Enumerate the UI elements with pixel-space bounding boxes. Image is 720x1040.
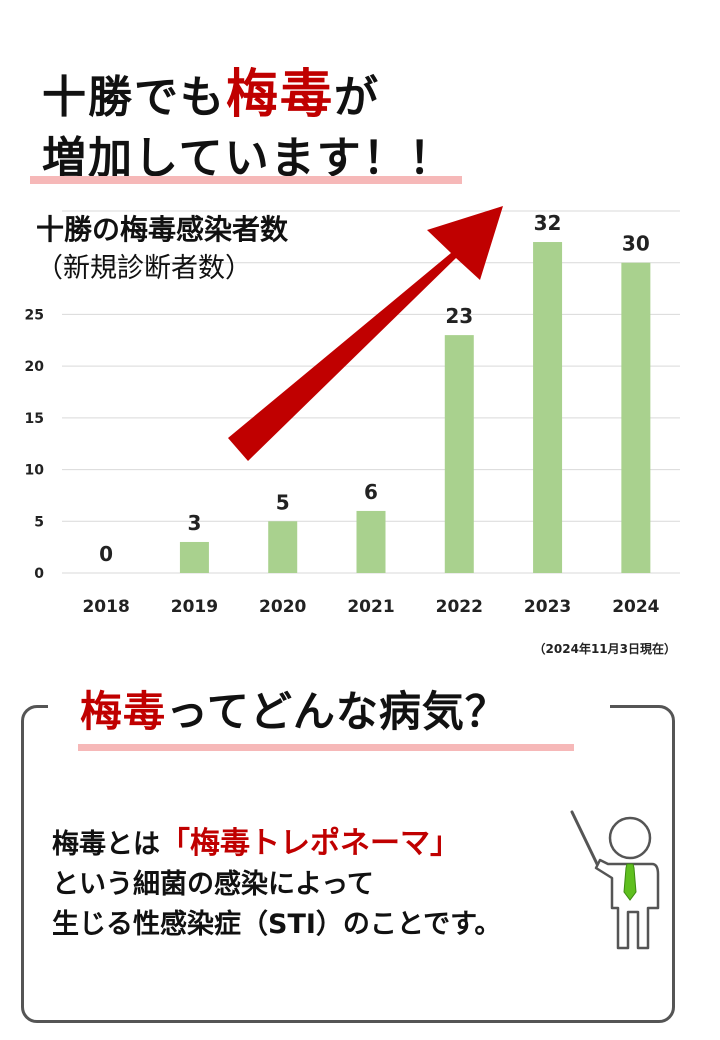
y-tick-label: 25 (25, 307, 44, 323)
y-tick-label: 15 (25, 411, 44, 427)
y-tick-label: 20 (25, 359, 45, 375)
info-box-title: 梅毒ってどんな病気？ (80, 678, 508, 739)
info-line-2: という細菌の感染によって (52, 869, 374, 900)
headline-highlight: 梅毒 (226, 65, 335, 125)
data-label-2019: 3 (187, 511, 201, 535)
headline-prefix: 十勝でも (42, 72, 226, 123)
bar-2019 (179, 541, 209, 573)
x-tick-label-2019: 2019 (171, 597, 218, 617)
data-label-2022: 23 (445, 304, 473, 328)
data-label-2024: 30 (622, 232, 650, 256)
headline-suffix: が (334, 72, 381, 123)
chart-title: 十勝の梅毒感染者数 (36, 213, 289, 246)
bar-2023 (533, 242, 563, 573)
info-line-1-highlight: 「梅毒トレポネーマ」 (160, 826, 460, 861)
info-box-title-underline (78, 744, 574, 751)
data-date-note: （2024年11月3日現在） (533, 642, 676, 656)
pointer-stick (570, 810, 600, 868)
info-box-title-background (48, 680, 610, 740)
figure-body (594, 858, 660, 950)
info-box-title-highlight: 梅毒 (80, 687, 167, 736)
x-tick-label-2023: 2023 (524, 597, 571, 617)
headline-line-2: 増加しています！！ (42, 133, 455, 184)
y-tick-label: 10 (25, 463, 45, 479)
x-tick-label-2024: 2024 (612, 597, 659, 617)
data-label-2021: 6 (364, 480, 378, 504)
x-tick-label-2018: 2018 (82, 597, 129, 617)
y-tick-label: 5 (34, 514, 44, 530)
info-line-1: 梅毒とは「梅毒トレポネーマ」 (52, 818, 460, 862)
headline-line-1: 十勝でも梅毒が (42, 52, 380, 127)
info-line-3: 生じる性感染症（STI）のことです。 (52, 909, 502, 940)
bar-2022 (444, 335, 474, 573)
necktie-icon (623, 863, 637, 901)
data-label-2020: 5 (276, 490, 290, 514)
bar-2024 (621, 262, 651, 573)
trend-arrow (228, 206, 503, 461)
y-tick-label: 0 (34, 566, 44, 582)
headline-underline (30, 176, 462, 184)
data-label-2018: 0 (99, 542, 113, 566)
x-tick-label-2022: 2022 (436, 597, 483, 617)
chart-subtitle: （新規診断者数） (36, 253, 252, 284)
info-line-1-prefix: 梅毒とは (52, 829, 160, 860)
bar-chart: 0 5 10 15 20 25 0 2018 3 2019 5 2020 6 2021 23 2022 32 20… (25, 206, 680, 617)
x-tick-label-2021: 2021 (347, 597, 394, 617)
figure-head (608, 816, 652, 860)
info-box-title-rest: ってどんな病気？ (166, 687, 508, 736)
x-tick-label-2020: 2020 (259, 597, 306, 617)
teacher-figure-icon (570, 810, 660, 950)
bar-2020 (268, 521, 298, 573)
bar-2021 (356, 510, 386, 573)
data-label-2023: 32 (534, 211, 562, 235)
